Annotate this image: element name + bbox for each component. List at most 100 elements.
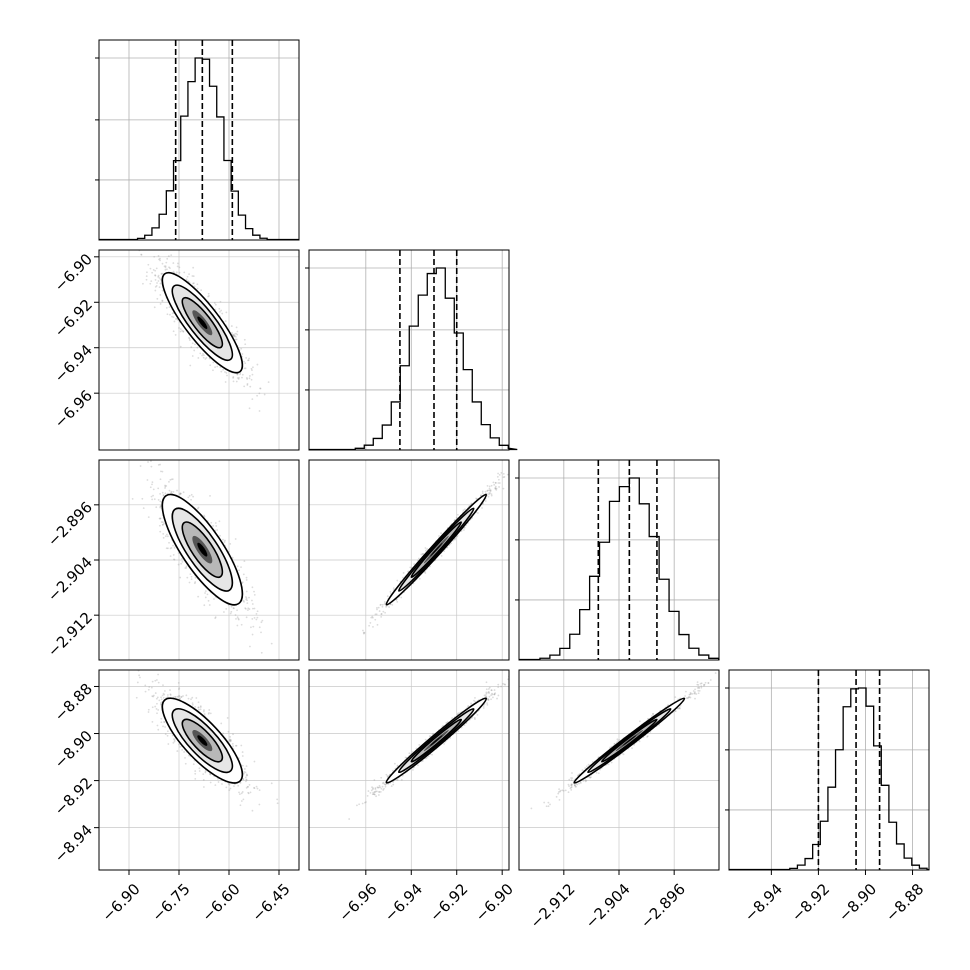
scatter-point xyxy=(276,802,279,805)
scatter-point xyxy=(230,610,233,613)
scatter-point xyxy=(165,261,168,264)
scatter-point xyxy=(219,534,221,537)
scatter-point xyxy=(159,282,162,285)
scatter-point xyxy=(178,327,180,329)
scatter-point xyxy=(245,579,248,581)
scatter-point xyxy=(396,579,399,582)
scatter-point xyxy=(229,740,232,743)
scatter-point xyxy=(363,631,366,634)
scatter-point xyxy=(140,253,143,256)
scatter-point xyxy=(164,690,166,692)
scatter-point xyxy=(248,377,251,380)
scatter-point xyxy=(162,494,165,497)
scatter-point xyxy=(190,575,193,578)
scatter-point xyxy=(456,534,459,537)
scatter-point xyxy=(194,576,197,579)
scatter-point xyxy=(381,605,384,608)
scatter-point xyxy=(253,760,256,763)
scatter-point xyxy=(232,335,235,338)
scatter-point xyxy=(489,489,492,492)
scatter-point xyxy=(362,629,364,632)
scatter-point xyxy=(470,502,473,505)
scatter-point xyxy=(172,316,175,319)
scatter-point xyxy=(161,521,164,524)
scatter-point xyxy=(188,273,190,275)
scatter-point xyxy=(247,607,250,610)
scatter-point xyxy=(162,494,165,496)
scatter-point xyxy=(248,375,251,377)
scatter-point xyxy=(426,548,428,550)
scatter-point xyxy=(158,517,161,520)
scatter-point xyxy=(159,463,161,466)
scatter-point xyxy=(207,295,209,298)
scatter-point xyxy=(480,494,482,497)
scatter-point xyxy=(154,289,157,292)
scatter-point xyxy=(224,371,226,373)
scatter-point xyxy=(255,612,258,615)
scatter-point xyxy=(202,773,205,775)
scatter-point xyxy=(209,781,212,784)
scatter-point xyxy=(424,549,427,552)
scatter-point xyxy=(142,244,144,246)
scatter-point xyxy=(247,359,250,362)
scatter-point xyxy=(489,489,492,492)
scatter-point xyxy=(204,590,207,592)
scatter-point xyxy=(146,271,148,274)
scatter-point xyxy=(259,387,262,390)
contour-level-4 xyxy=(197,316,208,329)
scatter-point xyxy=(259,387,262,390)
scatter-point xyxy=(138,674,141,677)
scatter-point xyxy=(370,616,373,619)
scatter-point xyxy=(203,514,205,517)
scatter-point xyxy=(232,333,234,336)
scatter-point xyxy=(376,607,378,609)
scatter-point xyxy=(492,481,495,484)
scatter-point xyxy=(181,329,184,332)
scatter-point xyxy=(225,372,228,374)
scatter-point xyxy=(247,359,249,362)
scatter-point xyxy=(251,599,253,602)
scatter-point xyxy=(184,567,187,569)
scatter-point xyxy=(229,612,232,615)
scatter-point xyxy=(238,376,240,379)
scatter-point xyxy=(256,394,258,397)
scatter-point xyxy=(164,535,167,538)
scatter-point xyxy=(154,705,157,708)
scatter-point xyxy=(490,493,493,496)
scatter-point xyxy=(151,271,154,274)
scatter-point xyxy=(494,482,497,484)
scatter-point xyxy=(195,697,198,699)
scatter-point xyxy=(250,378,253,381)
scatter-point xyxy=(462,509,465,512)
scatter-point xyxy=(163,693,166,696)
scatter-point xyxy=(188,581,191,584)
scatter-point xyxy=(407,570,410,573)
scatter-point xyxy=(497,482,500,484)
scatter-point xyxy=(173,739,176,742)
scatter-point xyxy=(191,703,194,706)
scatter-point xyxy=(463,526,466,529)
scatter-point xyxy=(220,309,223,312)
scatter-point xyxy=(190,698,192,701)
scatter-point xyxy=(260,621,263,624)
scatter-point xyxy=(253,607,256,610)
scatter-point xyxy=(494,486,497,489)
scatter-point xyxy=(226,374,228,377)
scatter-point xyxy=(374,618,377,621)
scatter-point xyxy=(192,282,195,285)
scatter-point xyxy=(223,541,226,543)
scatter-point xyxy=(496,475,499,478)
scatter-point xyxy=(202,352,204,355)
scatter-point xyxy=(372,625,374,628)
scatter-point xyxy=(232,380,235,383)
scatter-point xyxy=(165,306,168,309)
scatter-point xyxy=(218,307,221,310)
scatter-point xyxy=(193,285,196,288)
scatter-point xyxy=(157,673,159,676)
scatter-point xyxy=(208,604,211,606)
scatter-point xyxy=(480,494,482,497)
scatter-point xyxy=(500,471,503,474)
scatter-point xyxy=(185,565,188,568)
scatter-point xyxy=(168,489,171,492)
scatter-point xyxy=(164,492,167,495)
